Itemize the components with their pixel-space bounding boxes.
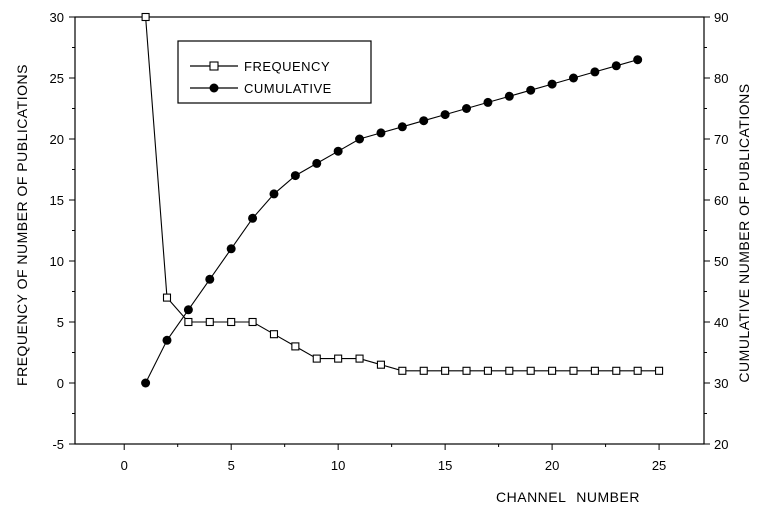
right-y-tick-label: 60 [714,193,728,208]
plot-frame [74,16,705,445]
cumulative-point [333,146,343,156]
left-y-tick-label: 25 [50,71,64,86]
cumulative-point [312,158,322,168]
frequency-point [355,354,364,363]
legend-cumulative-marker [209,83,219,93]
frequency-point [291,342,300,351]
frequency-point [441,366,450,375]
legend: FREQUENCY CUMULATIVE [177,40,372,104]
x-tick-label: 5 [228,458,235,473]
legend-cumulative-label: CUMULATIVE [244,81,332,96]
cumulative-point [462,104,472,113]
right-y-tick-label: 70 [714,132,728,147]
frequency-point [612,366,621,375]
cumulative-point [269,189,279,199]
frequency-point [269,330,279,339]
cumulative-point [376,128,386,138]
left-y-tick-label: -5 [52,437,64,452]
right-y-tick-label: 40 [714,315,728,330]
axes: 0 5 10 15 20 25 -5 0 5 10 15 20 25 30 20 30 40 50 60 70 80 90 [50,10,729,473]
legend-frequency-label: FREQUENCY [244,59,330,74]
cumulative-point [526,85,536,95]
series-line-cumulative [145,59,638,384]
frequency-point [312,354,321,363]
cumulative-point [162,335,172,345]
frequency-point [462,366,471,375]
frequency-point [227,317,236,327]
cumulative-point [419,116,429,126]
frequency-point [483,366,492,375]
frequency-point [548,366,557,375]
x-axis-title: CHANNEL NUMBER [496,489,640,505]
cumulative-point [226,244,236,254]
cumulative-point [205,274,215,284]
frequency-point [569,366,578,375]
x-tick-label: 10 [331,458,345,473]
left-y-axis-title: FREQUENCY OF NUMBER OF PUBLICATIONS [14,64,30,386]
plot-area [141,12,664,388]
cumulative-point [547,79,557,89]
right-y-tick-label: 50 [714,254,728,269]
frequency-point [141,12,150,22]
x-tick-label: 15 [438,458,452,473]
cumulative-point [611,61,621,71]
cumulative-point [248,213,258,223]
frequency-point [655,366,664,375]
cumulative-point [504,91,514,101]
right-y-tick-label: 80 [714,71,728,86]
cumulative-point [483,97,493,107]
frequency-point [590,366,599,375]
frequency-point [398,366,407,375]
left-y-tick-label: 10 [50,254,64,269]
right-y-tick-label: 30 [714,376,728,391]
series-frequency [141,12,664,375]
left-y-tick-label: 20 [50,132,64,147]
frequency-point [184,317,193,327]
cumulative-point [590,67,600,77]
series-cumulative [141,55,643,388]
right-y-tick-label: 20 [714,437,728,452]
frequency-point [419,366,428,375]
x-tick-label: 25 [652,458,666,473]
frequency-point [162,293,172,302]
frequency-point [505,366,514,375]
left-y-tick-label: 5 [57,315,64,330]
frequency-point [248,317,257,327]
left-y-tick-label: 30 [50,10,64,25]
frequency-point [334,354,343,363]
frequency-point [633,366,642,375]
legend-box [177,40,372,104]
frequency-point [205,317,214,327]
cumulative-point [290,171,300,181]
right-y-tick-label: 90 [714,10,728,25]
left-y-tick-label: 0 [57,376,64,391]
legend-frequency-marker [209,61,219,71]
cumulative-point [633,55,643,65]
x-tick-label: 0 [121,458,128,473]
frequency-point [376,360,385,369]
frequency-point [526,366,535,375]
cumulative-point [568,73,578,83]
cumulative-point [355,134,365,144]
cumulative-point [141,378,151,388]
cumulative-point [440,110,450,120]
left-y-tick-label: 15 [50,193,64,208]
cumulative-point [183,305,193,315]
right-y-axis-title: CUMULATIVE NUMBER OF PUBLICATIONS [736,83,752,382]
x-tick-label: 20 [545,458,559,473]
cumulative-point [397,122,407,132]
